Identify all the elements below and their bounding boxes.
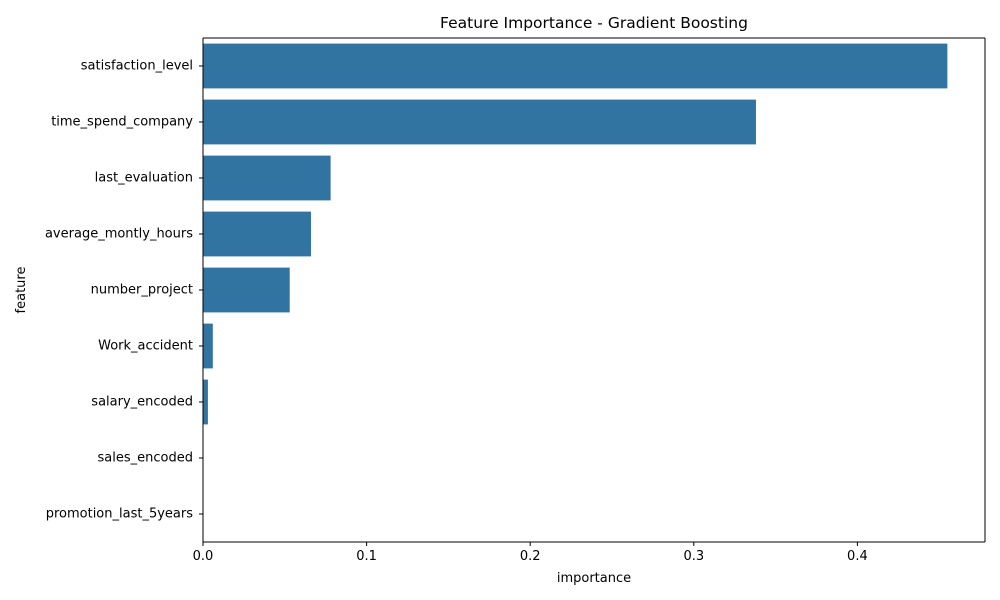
- x-tick-label: 0.0: [193, 549, 214, 564]
- y-tick-label: satisfaction_level: [81, 59, 193, 74]
- y-tick-label: promotion_last_5years: [46, 507, 194, 522]
- y-axis-ticks: satisfaction_level time_spend_companylast…: [45, 59, 203, 522]
- x-axis-ticks: 0.0 0.1 0.2 0.3 0.4: [193, 542, 868, 564]
- y-tick-label: salary_encoded: [91, 395, 193, 410]
- x-axis-label: importance: [557, 571, 631, 586]
- y-tick-label: number_project: [91, 283, 193, 298]
- chart-title: Feature Importance - Gradient Boosting: [440, 14, 748, 32]
- y-tick-label: average_montly_hours: [45, 227, 193, 242]
- y-tick-label: Work_accident: [98, 339, 193, 354]
- x-tick-label: 0.1: [356, 549, 377, 564]
- y-tick-label: last_evaluation: [95, 171, 193, 186]
- x-tick-label: 0.2: [520, 549, 541, 564]
- bar-last_evaluation: [203, 155, 331, 201]
- bars-layer: [203, 43, 948, 425]
- bar-time_spend_company: [203, 99, 756, 145]
- bar-satisfaction_level: [203, 43, 948, 89]
- bar-Work_accident: [203, 323, 213, 369]
- bar-average_montly_hours: [203, 211, 311, 257]
- bar-number_project: [203, 267, 290, 313]
- y-axis-label: feature: [14, 267, 29, 314]
- y-tick-label: time_spend_company: [51, 115, 193, 130]
- y-tick-label: sales_encoded: [98, 451, 193, 466]
- bar-salary_encoded: [203, 379, 208, 425]
- x-tick-label: 0.4: [847, 549, 868, 564]
- x-tick-label: 0.3: [683, 549, 704, 564]
